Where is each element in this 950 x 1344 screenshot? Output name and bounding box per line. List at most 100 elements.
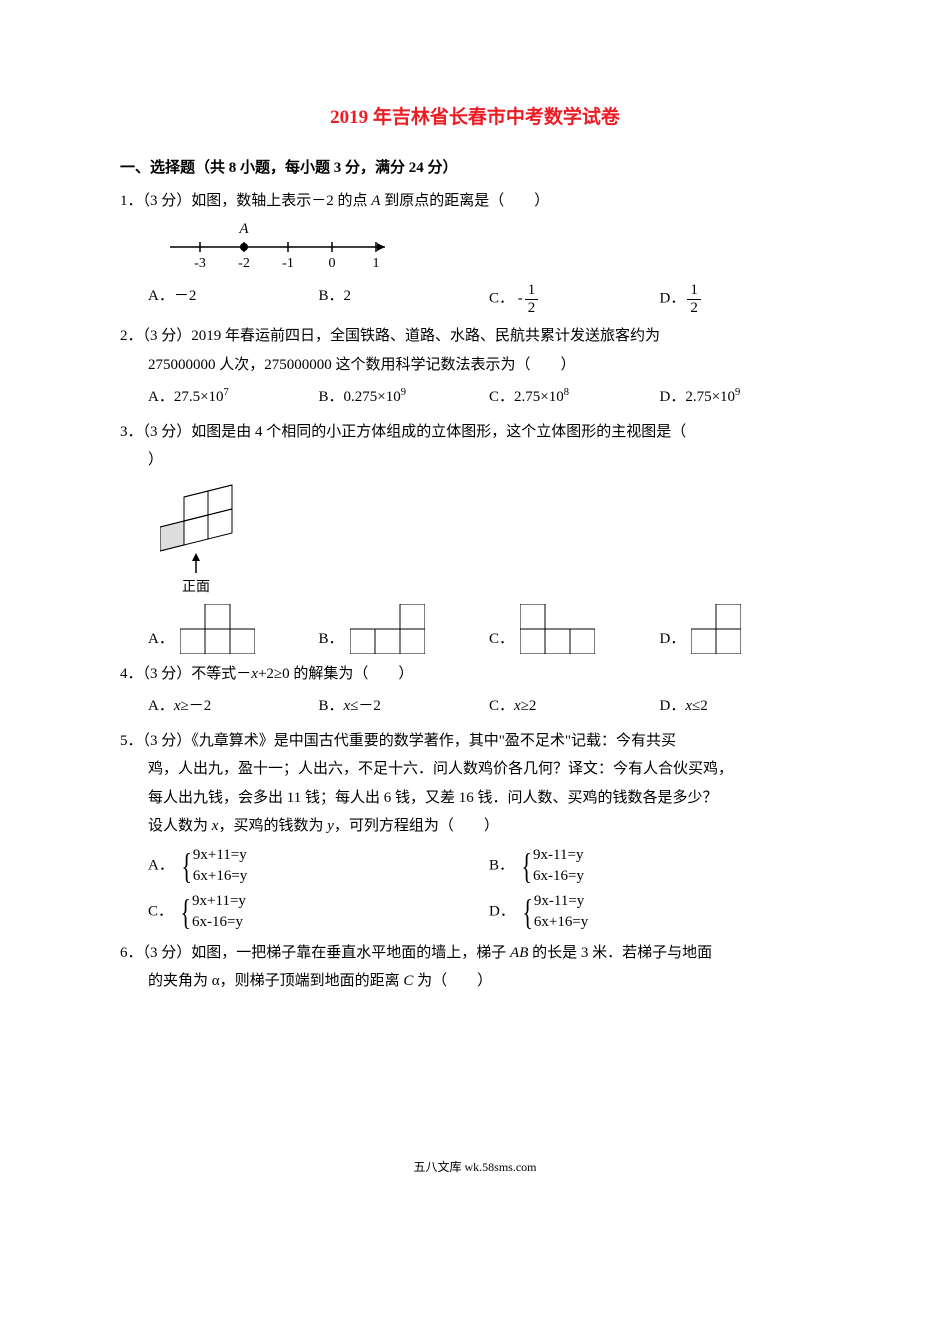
q2-points: （3 分）: [143, 328, 192, 344]
q5-opt-c: C． {9x+11=y6x-16=y: [148, 891, 489, 933]
q1-opt-d: D．12: [660, 282, 831, 316]
q4c-var: x: [514, 698, 521, 714]
q3c-label: C．: [489, 625, 514, 654]
q5-l4-post: ，可列方程组为（ ）: [334, 818, 499, 834]
q3-text: 如图是由 4 个相同的小正方体组成的立体图形，这个立体图形的主视图是（: [191, 424, 686, 440]
q1c-den: 2: [525, 300, 539, 317]
q4-options: A．x≥－2 B．x≤－2 C．x≥2 D．x≤2: [120, 692, 830, 721]
q3d-label: D．: [660, 625, 686, 654]
q4a-pre: A．: [148, 698, 174, 714]
page-footer: 五八文库 wk.58sms.com: [120, 1156, 830, 1179]
q6-ab: AB: [510, 945, 528, 961]
q1-label: 1．: [120, 193, 143, 209]
q5b-label: B．: [489, 857, 514, 873]
q1-opt-a: A．－2: [148, 282, 319, 316]
q5-l4-mid: ，买鸡的钱数为: [218, 818, 327, 834]
q4-opt-c: C．x≥2: [489, 692, 660, 721]
q2c-sup: 8: [564, 387, 569, 398]
q6-l2-post: 为（ ）: [413, 973, 492, 989]
q5c-eq1: 9x+11=y: [192, 891, 246, 912]
q5-options-row2: C． {9x+11=y6x-16=y D． {9x-11=y6x+16=y: [120, 891, 830, 933]
q2b-sup: 9: [401, 387, 406, 398]
numline-dot-label: A: [238, 221, 249, 237]
q3-opt-c: C．: [489, 604, 660, 654]
q3-opt-a: A．: [148, 604, 319, 654]
q4b-post: ≤－2: [350, 698, 381, 714]
question-4: 4．（3 分）不等式－x+2≥0 的解集为（ ） A．x≥－2 B．x≤－2 C…: [120, 660, 830, 721]
q5-text: 《九章算术》是中国古代重要的数学著作，其中"盈不足术"记载：今有共买: [191, 733, 676, 749]
q5-options-row1: A． {9x+11=y6x+16=y B． {9x-11=y6x-16=y: [120, 845, 830, 887]
q1-point-a: A: [371, 193, 380, 209]
q2-opt-c: C．2.75×108: [489, 383, 660, 412]
q1-opt-c: C． -12: [489, 282, 660, 316]
section-header: 一、选择题（共 8 小题，每小题 3 分，满分 24 分）: [120, 154, 830, 183]
q5b-eq2: 6x-16=y: [533, 866, 584, 887]
q4a-var: x: [174, 698, 181, 714]
q6-text-pre: 如图，一把梯子靠在垂直水平地面的墙上，梯子: [191, 945, 510, 961]
q2a-sup: 7: [224, 387, 229, 398]
q5c-label: C．: [148, 903, 173, 919]
q4d-post: ≤2: [692, 698, 708, 714]
question-1: 1．（3 分）如图，数轴上表示－2 的点 A 到原点的距离是（ ） A -3-2…: [120, 187, 830, 317]
q2-line2: 275000000 人次，275000000 这个数用科学记数法表示为（ ）: [120, 351, 830, 380]
q5a-eq2: 6x+16=y: [193, 866, 247, 887]
q1-text2: 到原点的距离是（ ）: [384, 193, 549, 209]
q4d-var: x: [685, 698, 692, 714]
q4a-post: ≥－2: [181, 698, 212, 714]
q2-text: 2019 年春运前四日，全国铁路、道路、水路、民航共累计发送旅客约为: [191, 328, 660, 344]
q3-points: （3 分）: [143, 424, 192, 440]
q3-opt-b: B．: [319, 604, 490, 654]
q1d-den: 2: [687, 300, 701, 317]
q2a-pre: A．27.5×10: [148, 389, 224, 405]
question-6: 6．（3 分）如图，一把梯子靠在垂直水平地面的墙上，梯子 AB 的长是 3 米．…: [120, 939, 830, 996]
q5-line2: 鸡，人出九，盈十一；人出六，不足十六．问人数鸡价各几何？译文：今有人合伙买鸡，: [120, 755, 830, 784]
q3a-label: A．: [148, 625, 174, 654]
q5-points: （3 分）: [143, 733, 192, 749]
q4c-post: ≥2: [521, 698, 537, 714]
q1c-prefix: C．: [489, 291, 514, 307]
q6-label: 6．: [120, 945, 143, 961]
q4-label: 4．: [120, 666, 143, 682]
q1c-num: 1: [525, 282, 539, 300]
q4c-pre: C．: [489, 698, 514, 714]
q5a-label: A．: [148, 857, 174, 873]
q6-l2-pre: 的夹角为 α，则梯子顶端到地面的距离: [148, 973, 403, 989]
q5d-eq1: 9x-11=y: [534, 891, 588, 912]
q5-line4: 设人数为 x，买鸡的钱数为 y，可列方程组为（ ）: [120, 812, 830, 841]
q3b-shape: [350, 604, 425, 654]
q1-text: 如图，数轴上表示－2 的点: [191, 193, 367, 209]
q6-points: （3 分）: [143, 945, 192, 961]
question-3: 3．（3 分）如图是由 4 个相同的小正方体组成的立体图形，这个立体图形的主视图…: [120, 418, 830, 654]
q3d-shape: [691, 604, 741, 654]
q2b-pre: B．0.275×10: [319, 389, 401, 405]
q5-l4-y: y: [327, 818, 334, 834]
q3-options: A． B． C．: [120, 604, 830, 654]
q5d-label: D．: [489, 903, 515, 919]
q4-text-pre: 不等式－: [191, 666, 251, 682]
q2c-pre: C．2.75×10: [489, 389, 564, 405]
q1-options: A．－2 B．2 C． -12 D．12: [120, 282, 830, 316]
q1c-neg: -: [518, 291, 523, 307]
q3a-shape: [180, 604, 255, 654]
q3-label: 3．: [120, 424, 143, 440]
q5c-eq2: 6x-16=y: [192, 912, 246, 933]
q2-opt-a: A．27.5×107: [148, 383, 319, 412]
q5a-eq1: 9x+11=y: [193, 845, 247, 866]
q4-text-post: +2≥0 的解集为（ ）: [258, 666, 413, 682]
q2-opt-d: D．2.75×109: [660, 383, 831, 412]
q3-opt-d: D．: [660, 604, 831, 654]
q5-opt-d: D． {9x-11=y6x+16=y: [489, 891, 830, 933]
q1-points: （3 分）: [143, 193, 192, 209]
q4-points: （3 分）: [143, 666, 192, 682]
q4-var: x: [251, 666, 258, 682]
q2-opt-b: B．0.275×109: [319, 383, 490, 412]
q4-opt-d: D．x≤2: [660, 692, 831, 721]
svg-text:-1: -1: [282, 256, 294, 271]
q6-line2: 的夹角为 α，则梯子顶端到地面的距离 C 为（ ）: [120, 967, 830, 996]
q1d-num: 1: [687, 282, 701, 300]
q5b-eq1: 9x-11=y: [533, 845, 584, 866]
q5-line3: 每人出九钱，会多出 11 钱；每人出 6 钱，又差 16 钱．问人数、买鸡的钱数…: [120, 784, 830, 813]
q4-opt-a: A．x≥－2: [148, 692, 319, 721]
cube-figure: 正面: [160, 483, 830, 598]
q1d-prefix: D．: [660, 291, 686, 307]
